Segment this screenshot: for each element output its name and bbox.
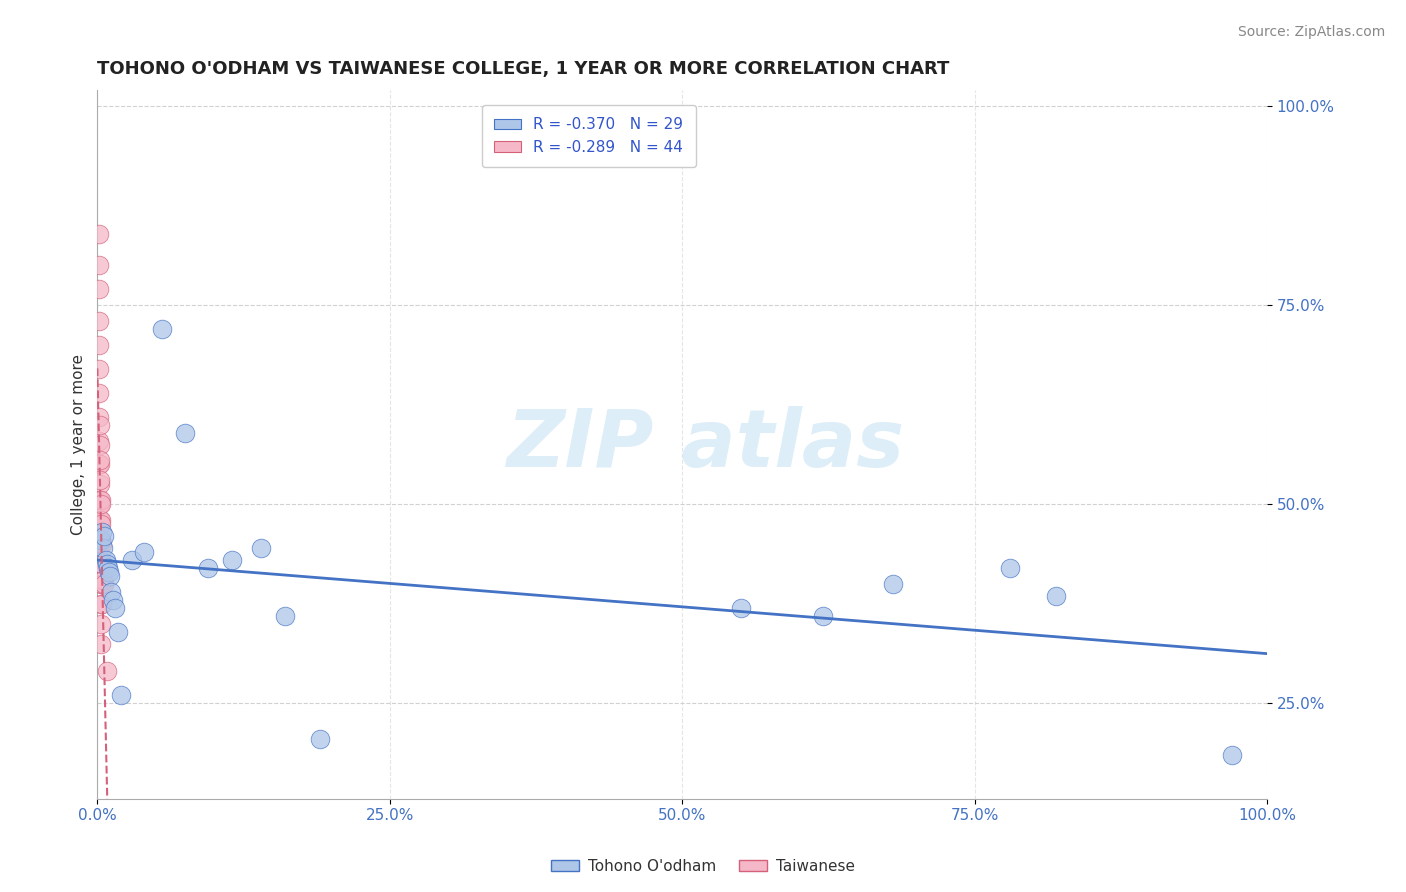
Point bbox=[150, 322, 173, 336]
Point bbox=[104, 600, 127, 615]
Point bbox=[174, 425, 197, 440]
Point bbox=[97, 561, 120, 575]
Point bbox=[89, 497, 111, 511]
Point bbox=[87, 409, 110, 424]
Point bbox=[882, 577, 904, 591]
Point bbox=[89, 493, 111, 508]
Text: Source: ZipAtlas.com: Source: ZipAtlas.com bbox=[1237, 25, 1385, 39]
Point bbox=[87, 227, 110, 241]
Point bbox=[90, 533, 112, 547]
Legend: R = -0.370   N = 29, R = -0.289   N = 44: R = -0.370 N = 29, R = -0.289 N = 44 bbox=[481, 105, 696, 167]
Point bbox=[90, 493, 112, 508]
Point bbox=[96, 557, 118, 571]
Point bbox=[1220, 747, 1243, 762]
Point bbox=[89, 533, 111, 547]
Point bbox=[90, 537, 112, 551]
Point bbox=[87, 338, 110, 352]
Legend: Tohono O'odham, Taiwanese: Tohono O'odham, Taiwanese bbox=[546, 853, 860, 880]
Text: TOHONO O'ODHAM VS TAIWANESE COLLEGE, 1 YEAR OR MORE CORRELATION CHART: TOHONO O'ODHAM VS TAIWANESE COLLEGE, 1 Y… bbox=[97, 60, 949, 78]
Point bbox=[87, 385, 110, 400]
Point bbox=[89, 417, 111, 432]
Point bbox=[100, 584, 122, 599]
Point bbox=[91, 525, 114, 540]
Point bbox=[91, 597, 114, 611]
Point bbox=[94, 553, 117, 567]
Point bbox=[110, 688, 132, 702]
Y-axis label: College, 1 year or more: College, 1 year or more bbox=[72, 354, 86, 535]
Point bbox=[89, 437, 111, 451]
Point bbox=[89, 477, 111, 491]
Point bbox=[91, 541, 114, 555]
Point bbox=[89, 537, 111, 551]
Point bbox=[107, 624, 129, 639]
Point bbox=[811, 608, 834, 623]
Point bbox=[273, 608, 295, 623]
Point bbox=[91, 537, 114, 551]
Point bbox=[98, 569, 121, 583]
Point bbox=[90, 636, 112, 650]
Point bbox=[197, 561, 219, 575]
Point bbox=[89, 517, 111, 532]
Point bbox=[87, 282, 110, 296]
Point bbox=[87, 259, 110, 273]
Point bbox=[89, 458, 111, 472]
Point bbox=[98, 565, 121, 579]
Point bbox=[221, 553, 243, 567]
Point bbox=[91, 577, 114, 591]
Point bbox=[90, 497, 112, 511]
Point bbox=[90, 616, 112, 631]
Point bbox=[121, 553, 143, 567]
Point bbox=[89, 557, 111, 571]
Text: ZIP atlas: ZIP atlas bbox=[506, 406, 904, 483]
Point bbox=[134, 545, 156, 559]
Point bbox=[87, 434, 110, 448]
Point bbox=[93, 529, 115, 543]
Point bbox=[90, 513, 112, 527]
Point bbox=[730, 600, 752, 615]
Point bbox=[87, 362, 110, 376]
Point bbox=[90, 577, 112, 591]
Point bbox=[93, 577, 115, 591]
Point bbox=[89, 453, 111, 467]
Point bbox=[91, 573, 114, 587]
Point bbox=[87, 314, 110, 328]
Point bbox=[90, 553, 112, 567]
Point bbox=[101, 592, 124, 607]
Point bbox=[96, 665, 118, 679]
Point bbox=[90, 557, 112, 571]
Point bbox=[308, 732, 330, 747]
Point bbox=[90, 597, 112, 611]
Point bbox=[90, 517, 112, 532]
Point bbox=[89, 473, 111, 487]
Point bbox=[1045, 589, 1067, 603]
Point bbox=[91, 557, 114, 571]
Point bbox=[87, 458, 110, 472]
Point bbox=[998, 561, 1021, 575]
Point bbox=[89, 513, 111, 527]
Point bbox=[250, 541, 273, 555]
Point bbox=[91, 557, 114, 571]
Point bbox=[90, 533, 112, 547]
Point bbox=[89, 553, 111, 567]
